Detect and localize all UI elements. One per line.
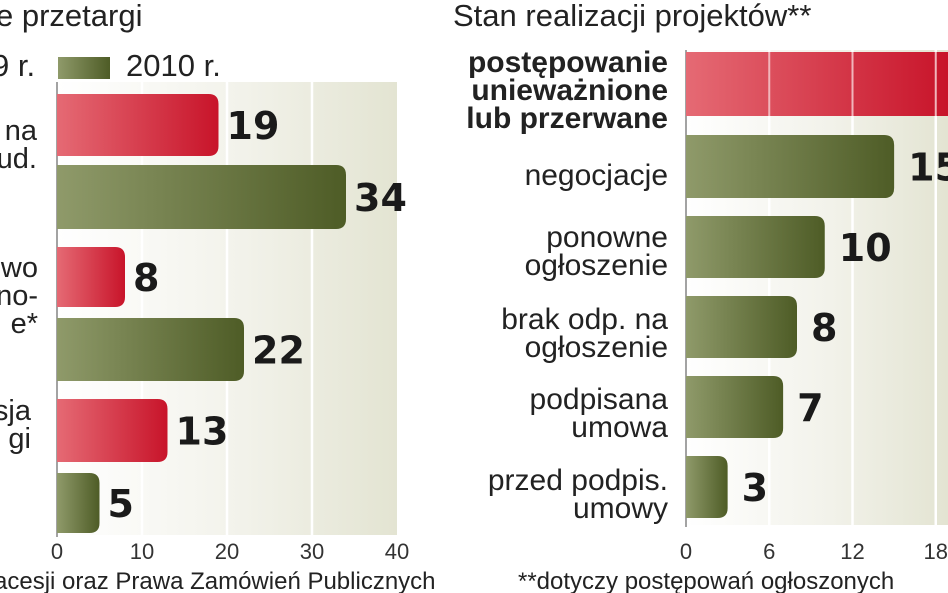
bar-project-status (686, 376, 784, 438)
bar-project-status (686, 135, 895, 198)
bar-value-label: 10 (839, 226, 892, 270)
bar-2010 (57, 165, 346, 229)
right-category-label: brak odp. na ogłoszenie (501, 303, 668, 364)
bar-value-label: 15 (908, 146, 948, 190)
bar-2010 (57, 473, 100, 533)
bar-value-label: 13 (176, 410, 229, 454)
left-x-tick-label: 20 (215, 539, 239, 564)
bar-value-label: 3 (742, 466, 768, 510)
right-x-tick-label: 6 (763, 539, 775, 564)
right-category-label: ponowne ogłoszenie (525, 221, 668, 282)
left-category-label: sja gi (0, 395, 32, 455)
bar-value-label: 34 (354, 176, 407, 220)
left-x-tick-label: 40 (385, 539, 409, 564)
bar-2009 (57, 399, 168, 462)
legend-swatch-2010 (58, 57, 110, 79)
bar-2010 (57, 318, 244, 381)
legend-label-2009: 9 r. (0, 48, 35, 83)
bar-project-status (686, 216, 825, 278)
right-footnote: **dotyczy postępowań ogłoszonych (518, 568, 894, 593)
right-category-label: podpisana umowa (530, 383, 669, 444)
left-x-tick-label: 30 (300, 539, 324, 564)
right-category-label: negocjacje (525, 159, 668, 192)
bar-value-label: 5 (108, 482, 134, 526)
right-plot-background (686, 50, 948, 525)
right-category-label: przed podpis. umowy (488, 464, 668, 525)
bar-value-label: 22 (252, 329, 305, 373)
left-footnote: acesji oraz Prawa Zamówień Publicznych (0, 568, 436, 593)
bar-2009 (57, 247, 125, 307)
bar-project-status (686, 456, 728, 518)
legend-label-2010: 2010 r. (126, 48, 221, 83)
bar-2009 (57, 94, 219, 156)
left-x-tick-label: 0 (51, 539, 63, 564)
left-category-label: na ud. (0, 115, 38, 175)
bar-postepowanie (686, 52, 948, 116)
bar-value-label: 7 (797, 386, 823, 430)
right-chart-title: Stan realizacji projektów** (453, 0, 811, 33)
right-category-label: postępowanie unieważnione lub przerwane (466, 46, 668, 135)
left-x-tick-label: 10 (130, 539, 154, 564)
bar-value-label: 19 (227, 104, 280, 148)
right-x-tick-label: 0 (680, 539, 692, 564)
left-chart-title: e przetargi (0, 0, 142, 33)
right-x-tick-label: 18 (924, 539, 948, 564)
bar-value-label: 8 (133, 256, 159, 300)
right-x-tick-label: 12 (840, 539, 864, 564)
left-category-label: wo no-e* (0, 252, 38, 340)
bar-value-label: 8 (811, 306, 837, 350)
bar-project-status (686, 296, 797, 358)
